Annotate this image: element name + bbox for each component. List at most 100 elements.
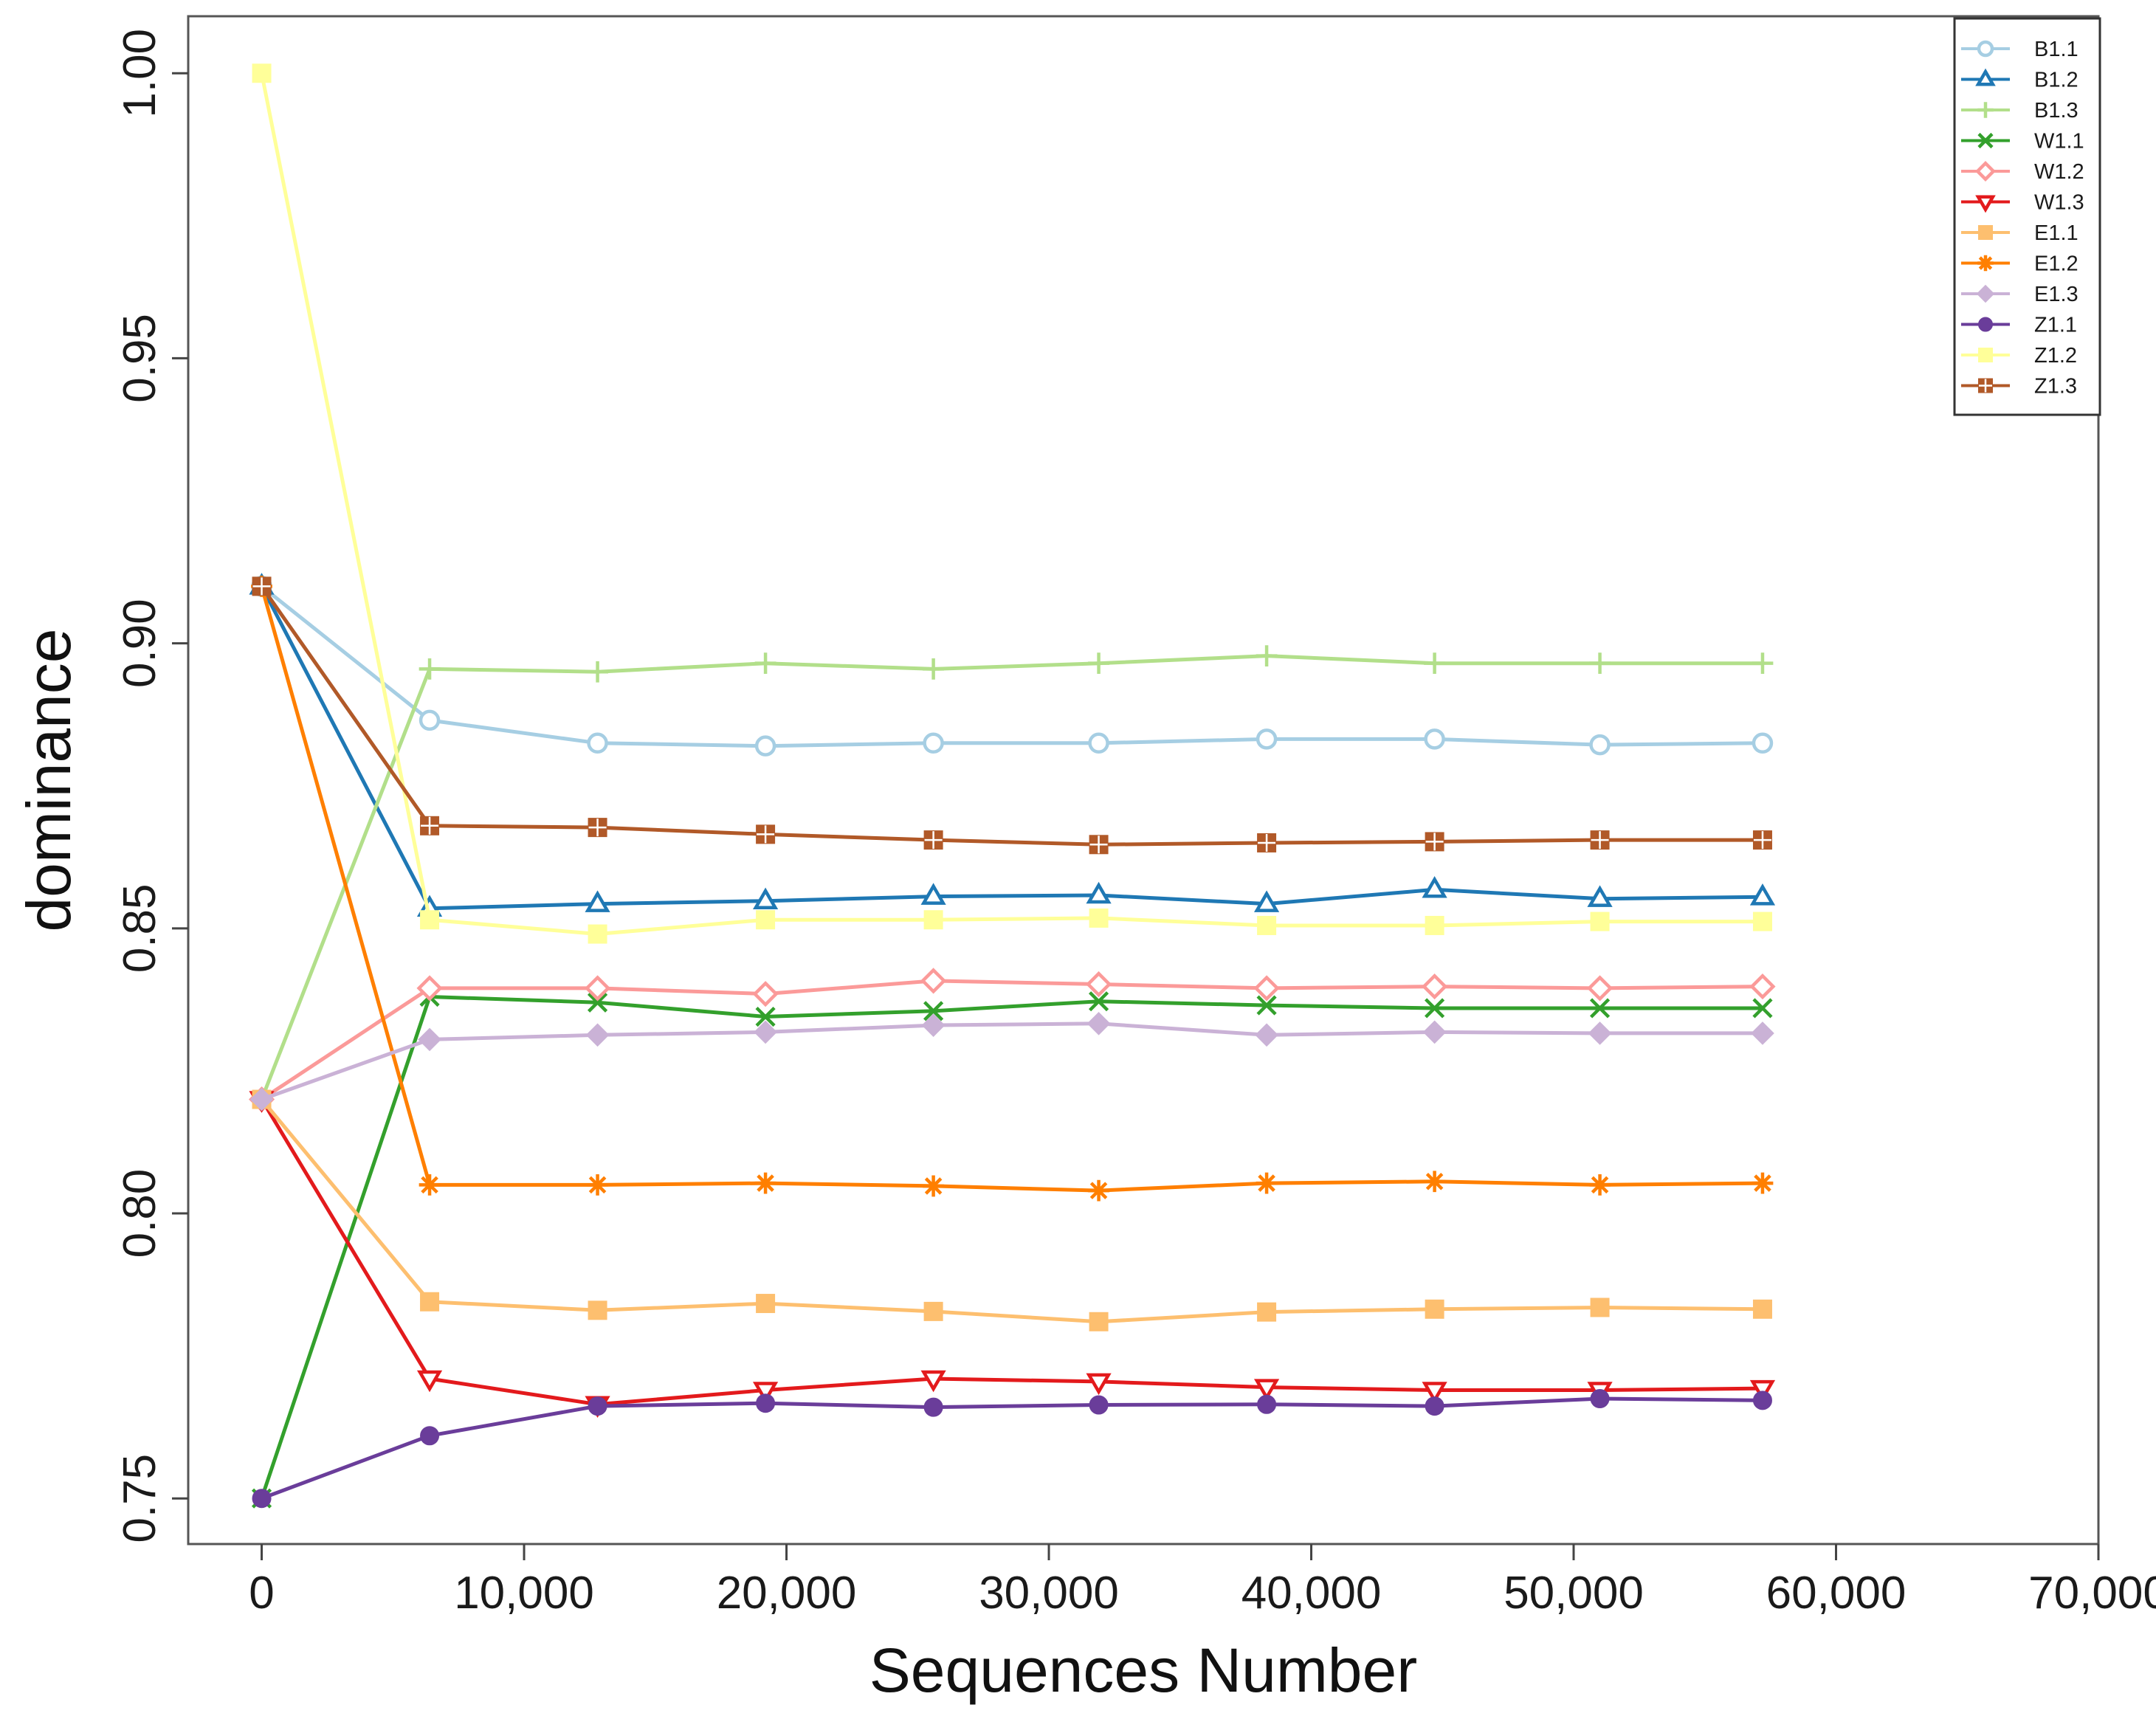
data-point <box>1256 1172 1278 1194</box>
data-point <box>587 1174 608 1196</box>
legend-item: E1.3 <box>1961 283 2078 306</box>
data-point <box>1253 975 1280 1002</box>
data-point <box>1751 1021 1774 1045</box>
data-point <box>923 910 943 930</box>
legend-label: B1.3 <box>2034 99 2078 123</box>
data-point <box>1424 728 1445 750</box>
legend-item: B1.1 <box>1961 38 2078 61</box>
data-point <box>1425 915 1444 935</box>
data-point <box>1088 652 1109 675</box>
data-point <box>252 1489 272 1509</box>
data-point <box>1424 1171 1445 1193</box>
plot-frame <box>187 15 2100 1546</box>
legend-item: Z1.3 <box>1961 375 2077 399</box>
data-point <box>1424 652 1445 675</box>
series-line <box>260 1098 1763 1324</box>
data-point <box>418 1027 441 1052</box>
y-tick-label: 0.85 <box>114 883 165 973</box>
series-line <box>261 979 1763 1101</box>
data-point <box>754 735 776 757</box>
series-line <box>260 585 1763 1193</box>
data-point <box>1422 876 1447 898</box>
data-point <box>1422 1382 1447 1404</box>
data-point <box>416 1370 443 1393</box>
series-line <box>260 72 1763 936</box>
series-layer <box>248 63 1776 1509</box>
data-point <box>1976 284 1995 303</box>
data-point <box>921 1013 946 1037</box>
data-point <box>1752 1299 1772 1319</box>
data-point <box>588 1300 607 1320</box>
series-W1.3 <box>249 1091 1776 1419</box>
series-line <box>260 585 1763 911</box>
legend-label: E1.1 <box>2034 221 2078 245</box>
y-axis: 0.75 0.80 0.85 0.90 0.95 1.00 <box>114 29 188 1543</box>
data-point <box>585 1023 610 1047</box>
data-point <box>752 981 779 1007</box>
data-point-detail <box>1258 833 1276 852</box>
series-line <box>260 585 1763 847</box>
legend-label: W1.2 <box>2034 160 2084 184</box>
series-B1.1 <box>251 576 1774 757</box>
data-point <box>923 1397 943 1417</box>
data-point <box>756 910 776 930</box>
data-point <box>1749 883 1776 906</box>
y-axis-title: dominance <box>14 629 83 932</box>
series-line <box>260 1098 1763 1407</box>
data-point <box>1089 1395 1109 1415</box>
data-point <box>756 1393 776 1413</box>
legend-item: W1.1 <box>1961 130 2084 154</box>
data-point <box>1587 885 1613 907</box>
data-point <box>1752 998 1773 1019</box>
data-point-detail <box>1591 831 1609 850</box>
x-axis-title: Sequences Number <box>869 1636 1417 1705</box>
legend-item: E1.1 <box>1961 221 2078 245</box>
series-B1.3 <box>251 645 1774 1110</box>
legend-label: E1.2 <box>2034 252 2078 276</box>
legend: B1.1 B1.2 B1.3 W1.1 W1.2 W1.3 E1.1 E1.2 E1.3 Z1.1… <box>1953 17 2101 416</box>
legend-item: W1.3 <box>1961 191 2084 215</box>
legend-item: B1.2 <box>1961 69 2078 92</box>
y-tick-label: 0.95 <box>114 314 165 403</box>
series-E1.2 <box>251 575 1774 1202</box>
data-point <box>923 1001 944 1021</box>
data-point <box>754 1020 777 1044</box>
legend-label: E1.3 <box>2034 283 2078 306</box>
data-point <box>1752 1391 1772 1410</box>
legend-label: Z1.2 <box>2034 344 2077 368</box>
data-point <box>1749 974 1776 1000</box>
data-point <box>1253 1379 1280 1401</box>
series-line <box>260 654 1763 1100</box>
data-point <box>587 992 608 1013</box>
data-point <box>1086 1011 1111 1036</box>
data-point <box>1590 1298 1610 1317</box>
data-point <box>1975 68 1996 86</box>
series-Z1.3 <box>252 576 1772 855</box>
legend-item: E1.2 <box>1961 252 2078 276</box>
data-point <box>1589 652 1611 675</box>
data-point <box>1586 975 1613 1002</box>
data-point <box>1975 161 1996 182</box>
data-point <box>1257 915 1277 935</box>
data-point <box>1975 195 1996 213</box>
series-line <box>261 1396 1763 1500</box>
data-point <box>1749 1379 1776 1402</box>
data-point <box>1425 1396 1444 1416</box>
data-point <box>1589 1174 1611 1196</box>
data-point <box>1085 971 1112 998</box>
data-point <box>1257 1302 1277 1322</box>
data-point-detail <box>1089 835 1108 854</box>
data-point-detail <box>1425 833 1444 851</box>
data-point <box>752 887 779 909</box>
data-point <box>1089 908 1109 928</box>
data-point <box>1255 1023 1278 1047</box>
data-point-detail <box>1979 379 1992 393</box>
series-Z1.2 <box>252 63 1772 944</box>
data-point <box>1257 1394 1277 1414</box>
data-point <box>1752 652 1774 675</box>
data-point <box>419 709 441 731</box>
data-point <box>1086 1373 1112 1396</box>
data-point <box>1425 998 1445 1019</box>
data-point <box>1253 890 1280 912</box>
data-point-detail <box>1753 831 1771 850</box>
